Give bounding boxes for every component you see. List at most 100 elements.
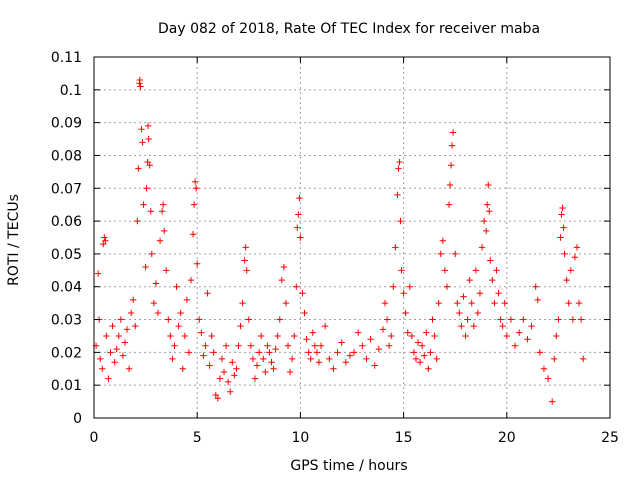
x-axis-label: GPS time / hours: [290, 458, 407, 474]
data-point: [383, 316, 391, 323]
x-tick-label: 15: [395, 430, 413, 446]
data-point: [144, 122, 152, 130]
data-point: [429, 316, 436, 323]
x-tick-labels: 0 5 10 15 20 25: [90, 430, 619, 446]
data-point: [443, 283, 451, 290]
data-point: [501, 299, 508, 307]
data-point: [507, 316, 515, 323]
data-point: [553, 332, 560, 340]
data-point: [145, 135, 152, 143]
data-point: [330, 365, 337, 372]
data-point: [476, 290, 484, 297]
data-point: [497, 316, 504, 323]
data-point: [404, 329, 411, 336]
data-point: [528, 322, 535, 330]
data-point: [427, 349, 434, 356]
data-point: [511, 342, 519, 349]
data-point: [196, 316, 203, 323]
data-point: [206, 362, 213, 369]
data-point: [103, 332, 110, 340]
y-tick-labels: 0 0.01 0.02 0.03 0.04 0.05 0.06 0.07 0.08 0.09 0.1…: [51, 50, 82, 427]
data-point: [105, 375, 112, 382]
data-point: [524, 336, 531, 343]
data-point: [237, 322, 244, 330]
data-point: [433, 355, 440, 363]
data-point: [503, 332, 510, 340]
data-point: [198, 329, 205, 336]
data-point: [260, 355, 267, 363]
data-point: [334, 349, 341, 356]
data-point: [137, 83, 144, 90]
data-point: [200, 352, 207, 359]
data-point: [158, 208, 166, 215]
data-point: [227, 388, 234, 395]
data-point: [441, 267, 449, 274]
data-point: [220, 368, 228, 376]
data-point: [367, 336, 374, 343]
data-point: [191, 178, 199, 185]
x-tick-label: 0: [90, 430, 99, 446]
x-tick-label: 20: [498, 430, 516, 446]
data-point: [359, 342, 366, 349]
data-point: [130, 296, 137, 304]
data-point: [540, 365, 548, 372]
data-point: [346, 352, 354, 359]
data-point: [210, 349, 217, 356]
data-point: [388, 332, 395, 340]
data-point: [395, 165, 402, 172]
data-point: [468, 299, 475, 307]
x-tick-label: 10: [291, 430, 309, 446]
data-point: [204, 290, 211, 297]
x-tick-label: 5: [193, 430, 202, 446]
data-point: [282, 299, 290, 307]
data-point: [520, 316, 527, 323]
data-point: [342, 359, 350, 366]
data-point: [493, 267, 500, 274]
data-point: [241, 257, 248, 264]
data-point: [270, 365, 277, 372]
data-point: [142, 263, 149, 271]
data-point: [140, 201, 147, 208]
data-point: [449, 129, 457, 136]
data-point: [400, 290, 407, 297]
data-point: [474, 309, 482, 317]
data-point: [414, 339, 422, 346]
data-point: [218, 355, 226, 363]
data-point: [565, 299, 572, 307]
y-tick-label: 0.07: [51, 181, 82, 197]
data-point: [262, 368, 269, 376]
data-point: [194, 260, 201, 267]
data-point: [212, 391, 219, 399]
y-tick-label: 0.05: [51, 247, 82, 263]
data-point: [301, 309, 308, 317]
data-point: [257, 332, 265, 340]
data-point: [446, 181, 454, 189]
data-point: [101, 234, 108, 241]
data-point: [315, 359, 323, 366]
data-point: [448, 142, 456, 149]
data-point: [100, 240, 107, 248]
data-point: [350, 349, 358, 356]
data-point: [532, 283, 539, 290]
data-point: [167, 332, 174, 340]
y-tick-label: 0.08: [51, 148, 82, 164]
data-point: [418, 342, 426, 349]
data-point: [286, 368, 294, 376]
data-point: [561, 250, 568, 258]
data-point: [278, 276, 286, 284]
data-point: [121, 339, 129, 346]
data-point: [136, 76, 144, 84]
data-point: [452, 250, 459, 258]
data-point: [296, 194, 303, 202]
data-point: [390, 283, 397, 290]
data-point: [192, 185, 200, 192]
data-point: [317, 342, 325, 349]
y-tick-label: 0.09: [51, 116, 82, 132]
data-point: [536, 349, 544, 356]
data-point: [485, 181, 492, 189]
data-point: [544, 375, 552, 382]
data-point: [169, 355, 176, 363]
data-point: [551, 355, 558, 363]
data-point: [567, 267, 574, 274]
data-point: [483, 201, 491, 208]
